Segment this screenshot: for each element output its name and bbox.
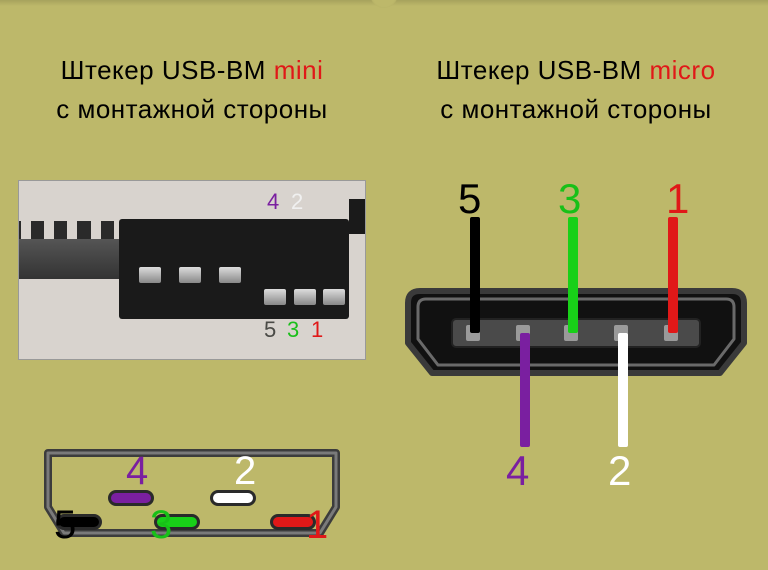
micro-wire-5 [470, 217, 480, 333]
photo-pin-label-1: 1 [311, 317, 323, 343]
title-mini: Штекер USB-BM mini с монтажной стороны [0, 55, 384, 125]
micro-wire-3 [568, 217, 578, 333]
panel-micro: Штекер USB-BM micro с монтажной стороны … [384, 0, 768, 570]
title-mini-suffix: mini [274, 55, 324, 85]
title-micro: Штекер USB-BM micro с монтажной стороны [384, 55, 768, 125]
micro-wire-4 [520, 333, 530, 447]
diagram-mini: 53142 [42, 380, 342, 540]
micro-pin-label-5: 5 [458, 175, 481, 223]
micro-pin-label-1: 1 [666, 175, 689, 223]
mini-pin-label-1: 1 [306, 503, 328, 548]
subtitle-micro: с монтажной стороны [384, 94, 768, 125]
photo-pin-label-4: 4 [267, 189, 279, 215]
mini-pin-label-2: 2 [234, 449, 256, 494]
micro-pin-label-2: 2 [608, 447, 631, 495]
title-micro-suffix: micro [650, 55, 716, 85]
mini-pin-label-3: 3 [150, 503, 172, 548]
micro-wire-1 [668, 217, 678, 333]
mini-pin-label-5: 5 [54, 503, 76, 548]
micro-wire-2 [618, 333, 628, 447]
panel-mini: Штекер USB-BM mini с монтажной стороны 4… [0, 0, 384, 570]
photo-pin-label-5: 5 [264, 317, 276, 343]
diagram-micro: 5 3 1 4 2 [404, 175, 748, 515]
photo-pin-label-3: 3 [287, 317, 299, 343]
micro-pin-label-4: 4 [506, 447, 529, 495]
mini-pin-label-4: 4 [126, 449, 148, 494]
micro-pin-label-3: 3 [558, 175, 581, 223]
title-micro-prefix: Штекер USB-BM [436, 55, 641, 85]
photo-mini-connector: 42 531 [18, 180, 366, 360]
subtitle-mini: с монтажной стороны [0, 94, 384, 125]
photo-pin-label-2: 2 [291, 189, 303, 215]
title-mini-prefix: Штекер USB-BM [61, 55, 266, 85]
